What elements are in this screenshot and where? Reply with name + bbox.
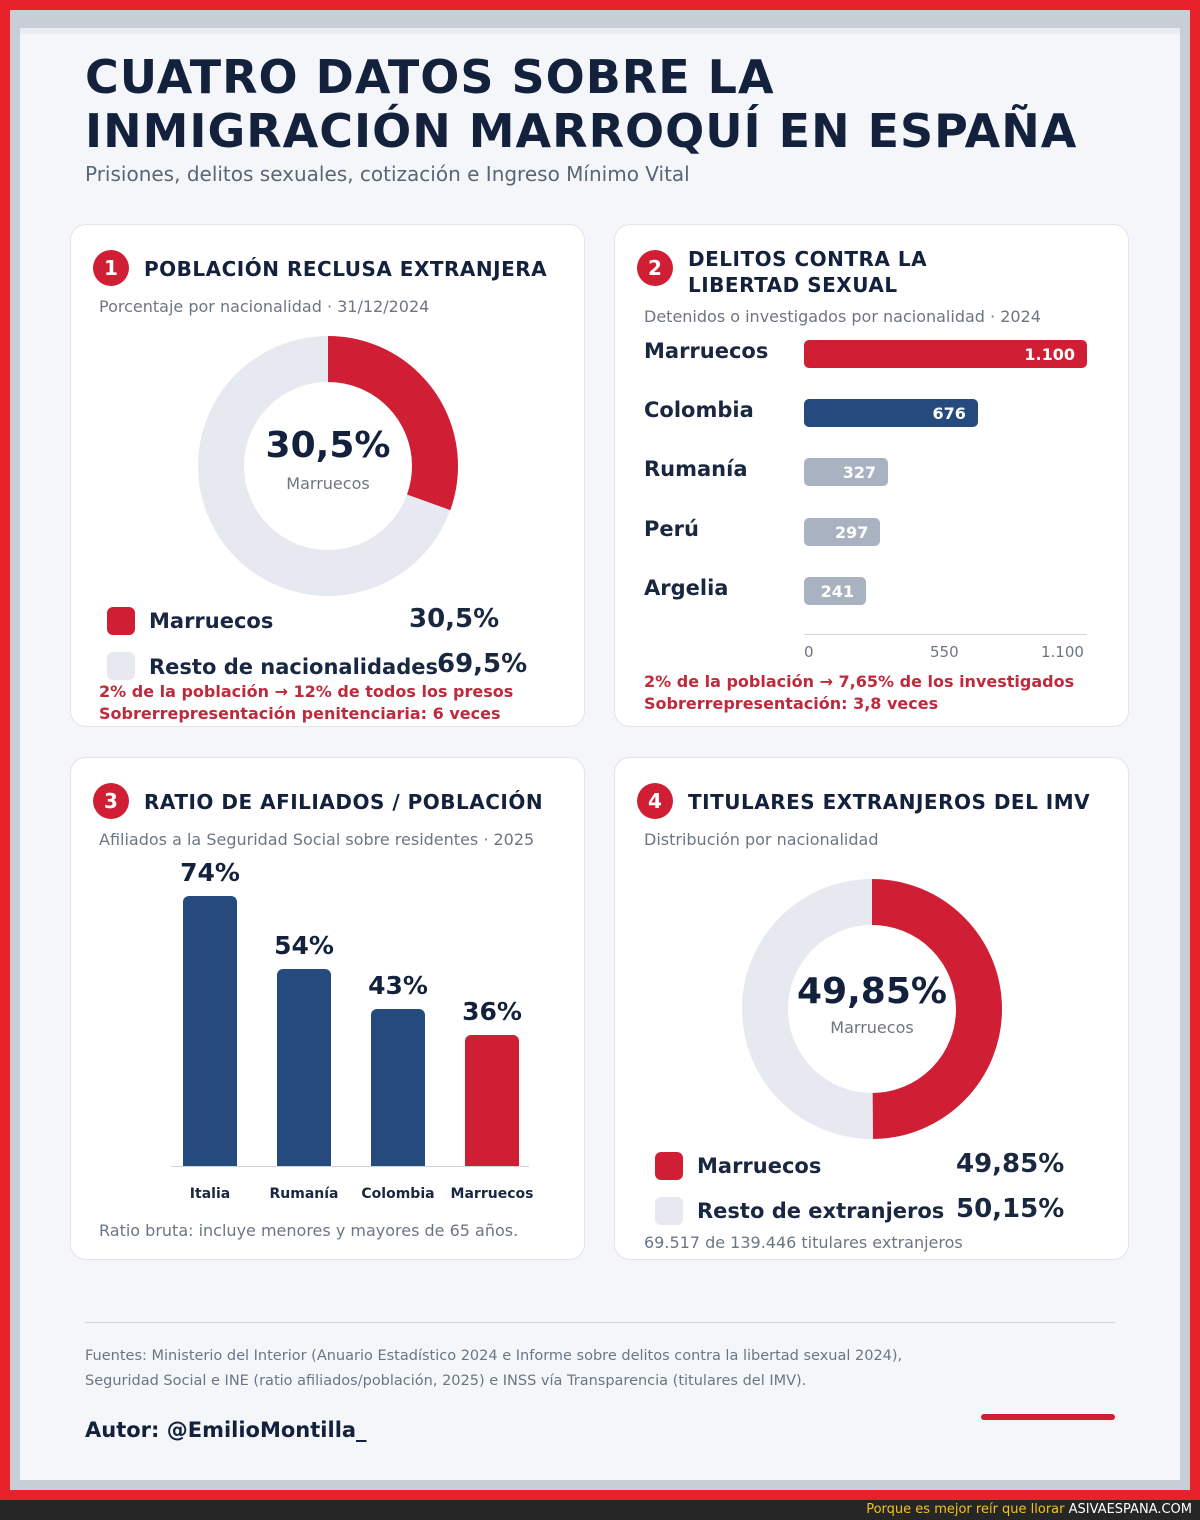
sources-line-1: Fuentes: Ministerio del Interior (Anuari…	[85, 1348, 903, 1364]
vbar-colombia	[371, 1009, 425, 1166]
hbar-label: Argelia	[644, 575, 729, 600]
card-note: Ratio bruta: incluye menores y mayores d…	[99, 1221, 519, 1240]
card-title: POBLACIÓN RECLUSA EXTRANJERA	[144, 257, 548, 281]
page-title: CUATRO DATOS SOBRE LA INMIGRACIÓN MARROQ…	[85, 50, 1145, 158]
hbar-axis-line	[804, 634, 1087, 635]
legend-swatch-marruecos	[655, 1152, 683, 1180]
hbar-label: Perú	[644, 516, 699, 541]
vbar-category-label: Rumanía	[269, 1186, 339, 1202]
donut-chart-imv	[742, 879, 1002, 1139]
hbar-colombia	[804, 399, 978, 428]
legend-swatch-rest	[655, 1197, 683, 1225]
legend-value: 49,85%	[956, 1149, 1065, 1179]
vbar-value-label: 36%	[462, 996, 522, 1026]
card-note-line-1: 2% de la población → 7,65% de los invest…	[644, 672, 1075, 691]
vbar-value-label: 74%	[180, 858, 240, 887]
card-note-line-1: 2% de la población → 12% de todos los pr…	[99, 682, 514, 701]
vbar-category-label: Colombia	[361, 1186, 435, 1202]
card-title: RATIO DE AFILIADOS / POBLACIÓN	[144, 790, 544, 814]
watermark-slogan: Porque es mejor reír que llorar	[866, 1502, 1065, 1517]
card-subtitle: Afiliados a la Seguridad Social sobre re…	[99, 830, 535, 849]
card-note-line-2: Sobrerrepresentación: 3,8 veces	[644, 694, 939, 713]
card-title-line-1: DELITOS CONTRA LA	[688, 247, 928, 271]
card-note: 69.517 de 139.446 titulares extranjeros	[644, 1233, 963, 1252]
hbar-value-label: 241	[820, 581, 854, 601]
donut-center-label: Marruecos	[286, 474, 370, 493]
hbar-value-label: 327	[842, 463, 877, 483]
hbar-value-label: 297	[835, 522, 869, 542]
donut-center-label: Marruecos	[830, 1018, 914, 1037]
card-imv-holders: 4 TITULARES EXTRANJEROS DEL IMV Distribu…	[614, 757, 1129, 1260]
top-strip	[20, 28, 1180, 34]
hbar-label: Rumanía	[644, 457, 748, 482]
legend-swatch-rest	[107, 652, 135, 680]
axis-tick: 1.100	[1041, 643, 1084, 661]
watermark-bar	[0, 1500, 1200, 1520]
vbar-marruecos	[465, 1034, 519, 1166]
axis-tick: 550	[930, 643, 959, 661]
card-title-line-2: LIBERTAD SEXUAL	[688, 273, 898, 297]
hbar-label: Marruecos	[644, 339, 769, 363]
legend-value: 30,5%	[409, 604, 500, 634]
card-sexual-crimes: 2 DELITOS CONTRA LA LIBERTAD SEXUAL Dete…	[614, 224, 1129, 727]
vbar-category-label: Marruecos	[450, 1186, 534, 1202]
red-accent-bar	[981, 1414, 1115, 1420]
title-line-2: INMIGRACIÓN MARROQUÍ EN ESPAÑA	[85, 104, 1078, 158]
legend-label: Marruecos	[697, 1154, 822, 1178]
card-prison-population: 1 POBLACIÓN RECLUSA EXTRANJERA Porcentaj…	[70, 224, 585, 727]
hbar-argelia	[804, 576, 866, 605]
vbar-category-label: Italia	[189, 1186, 231, 1202]
card-affiliation-ratio: 3 RATIO DE AFILIADOS / POBLACIÓN Afiliad…	[70, 757, 585, 1260]
vbar-baseline	[171, 1166, 529, 1167]
donut-center-value: 30,5%	[265, 425, 391, 466]
legend-label: Marruecos	[149, 609, 274, 633]
footer-divider	[85, 1322, 1115, 1323]
vbar-value-label: 43%	[368, 971, 428, 1001]
hbar-value-label: 1.100	[1024, 345, 1075, 364]
legend-label: Resto de nacionalidades	[149, 655, 438, 679]
card-title: TITULARES EXTRANJEROS DEL IMV	[688, 790, 1091, 814]
legend-value: 50,15%	[956, 1194, 1065, 1224]
vbar-rumanía	[277, 968, 331, 1166]
card-subtitle: Porcentaje por nacionalidad · 31/12/2024	[99, 297, 430, 316]
card-number-badge: 1	[93, 250, 129, 286]
card-subtitle: Distribución por nacionalidad	[644, 830, 879, 849]
hbar-value-label: 676	[932, 404, 966, 424]
card-number-badge: 4	[637, 783, 673, 819]
hbar-marruecos	[804, 340, 1087, 368]
card-subtitle: Detenidos o investigados por nacionalida…	[644, 307, 1041, 326]
hbar-rumanía	[804, 458, 889, 487]
donut-slice-marruecos	[198, 336, 458, 596]
donut-center-value: 49,85%	[797, 971, 947, 1012]
vbar-value-label: 54%	[274, 930, 334, 960]
sources-line-2: Seguridad Social e INE (ratio afiliados/…	[85, 1373, 807, 1389]
title-line-1: CUATRO DATOS SOBRE LA	[85, 50, 775, 104]
author-credit: Autor: @EmilioMontilla_	[85, 1418, 367, 1442]
hbar-perú	[804, 517, 881, 546]
card-note-line-2: Sobrerrepresentación penitenciaria: 6 ve…	[99, 704, 501, 723]
axis-tick: 0	[804, 643, 814, 661]
donut-chart-prison	[198, 336, 458, 596]
card-title: DELITOS CONTRA LA LIBERTAD SEXUAL	[688, 246, 927, 298]
watermark-site: ASIVAESPANA.COM	[1068, 1502, 1192, 1517]
legend-swatch-marruecos	[107, 607, 135, 635]
legend-label: Resto de extranjeros	[697, 1199, 945, 1223]
donut-slice-marruecos	[742, 879, 1002, 1139]
card-number-badge: 2	[637, 250, 673, 286]
sources-text: Fuentes: Ministerio del Interior (Anuari…	[85, 1344, 1125, 1394]
vbar-italia	[183, 896, 237, 1166]
watermark[interactable]: Porque es mejor reír que llorar ASIVAESP…	[866, 1502, 1192, 1517]
card-number-badge: 3	[93, 783, 129, 819]
hbar-label: Colombia	[644, 398, 754, 423]
legend-value: 69,5%	[437, 649, 528, 679]
page-subtitle: Prisiones, delitos sexuales, cotización …	[85, 162, 690, 186]
